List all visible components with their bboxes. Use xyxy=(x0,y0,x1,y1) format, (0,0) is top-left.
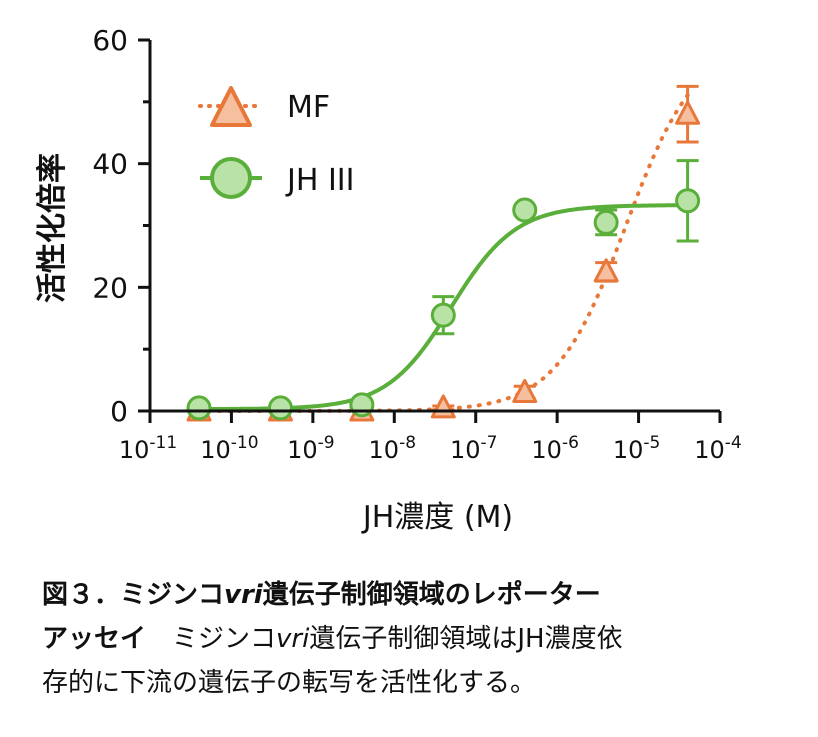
x-tick-label: 10-10 xyxy=(200,433,258,464)
x-tick-label: 10-6 xyxy=(531,433,579,464)
legend-mf-label: MF xyxy=(287,90,330,125)
data-point-jh xyxy=(593,209,619,235)
caption-title-suffix: 遺伝子制御領域のレポーター xyxy=(262,580,601,610)
caption-body-prefix: ミジンコ xyxy=(146,624,277,654)
x-axis-label: JH濃度 (M) xyxy=(361,500,513,535)
caption-line-3: 存的に下流の遺伝子の転写を活性化する。 xyxy=(42,661,536,705)
legend-mf-triangle-icon xyxy=(210,86,252,127)
data-point-mf xyxy=(675,100,701,125)
data-point-mf xyxy=(593,258,619,283)
caption-title-gene: vri xyxy=(224,580,263,610)
caption-body-suffix: 遺伝子制御領域はJH濃度依 xyxy=(309,624,623,654)
data-point-jh xyxy=(267,395,293,421)
x-tick-label: 10-4 xyxy=(694,433,742,464)
caption-title-line2: アッセイ xyxy=(42,624,147,654)
x-tick-label: 10-8 xyxy=(369,433,417,464)
data-point-jh xyxy=(430,302,456,328)
caption-line-2: アッセイ ミジンコvri遺伝子制御領域はJH濃度依 xyxy=(42,617,623,661)
chart: 0 20 40 60 10-11 10-10 10-9 10-8 10-7 10-6 10-5 10-… xyxy=(35,24,742,535)
data-point-jh xyxy=(349,392,375,418)
data-point-mf xyxy=(512,378,538,403)
y-tick-label: 60 xyxy=(92,24,128,57)
legend-jh-circle-icon xyxy=(210,157,252,199)
fit-curve-0 xyxy=(197,93,690,413)
y-tick-label: 40 xyxy=(92,148,128,181)
legend: MF JH III xyxy=(198,86,355,199)
data-point-jh xyxy=(675,188,701,214)
data-point-jh xyxy=(512,197,538,223)
x-tick-label: 10-11 xyxy=(119,433,177,464)
x-tick-label: 10-9 xyxy=(287,433,335,464)
caption-body-gene: vri xyxy=(276,624,310,654)
y-axis-label: 活性化倍率 xyxy=(35,153,70,303)
caption-title-prefix: 図３．ミジンコ xyxy=(42,580,225,610)
y-tick-label: 20 xyxy=(92,271,128,304)
y-tick-label: 0 xyxy=(110,395,128,428)
caption-body-line2: 存的に下流の遺伝子の転写を活性化する。 xyxy=(42,668,537,698)
caption-title: 図３．ミジンコvri遺伝子制御領域のレポーター xyxy=(42,573,601,617)
legend-jh-label: JH III xyxy=(285,163,355,198)
data-point-jh xyxy=(186,395,212,421)
x-tick-label: 10-7 xyxy=(450,433,498,464)
x-tick-label: 10-5 xyxy=(613,433,661,464)
